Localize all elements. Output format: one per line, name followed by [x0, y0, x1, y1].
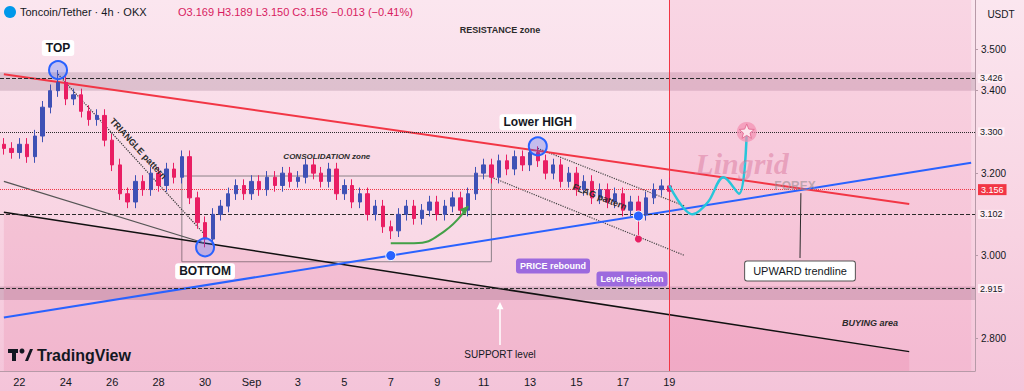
svg-text:FLAG pattern: FLAG pattern [571, 182, 628, 212]
svg-text:24: 24 [60, 376, 72, 388]
svg-text:TradingView: TradingView [37, 347, 132, 364]
svg-text:2.800: 2.800 [981, 333, 1006, 344]
svg-text:3.300: 3.300 [980, 127, 1003, 137]
svg-text:3.102: 3.102 [980, 209, 1003, 219]
svg-text:BUYING area: BUYING area [842, 318, 898, 328]
svg-text:3.400: 3.400 [981, 85, 1006, 96]
svg-text:3.000: 3.000 [981, 250, 1006, 261]
svg-text:7: 7 [388, 376, 394, 388]
svg-text:CONSOLIDATION zone: CONSOLIDATION zone [283, 152, 371, 161]
svg-text:5: 5 [341, 376, 347, 388]
svg-text:3.426: 3.426 [980, 73, 1003, 83]
svg-text:9: 9 [434, 376, 440, 388]
svg-text:PRICE rebound: PRICE rebound [520, 261, 586, 271]
svg-text:UPWARD trendline: UPWARD trendline [753, 265, 847, 277]
svg-text:Sep: Sep [242, 376, 262, 388]
svg-text:17: 17 [617, 376, 629, 388]
svg-text:3.200: 3.200 [981, 168, 1006, 179]
svg-text:RESISTANCE zone: RESISTANCE zone [460, 25, 540, 35]
svg-text:Toncoin/Tether · 4h · OKX: Toncoin/Tether · 4h · OKX [20, 6, 147, 18]
svg-text:SUPPORT level: SUPPORT level [464, 349, 535, 360]
svg-text:28: 28 [153, 376, 165, 388]
svg-text:11: 11 [478, 376, 489, 388]
svg-text:TOP: TOP [46, 41, 70, 55]
svg-text:TRIANGLE pattern: TRIANGLE pattern [108, 116, 169, 181]
svg-text:USDT: USDT [987, 9, 1014, 20]
svg-text:O3.169 H3.189 L3.150 C3.156 −0: O3.169 H3.189 L3.150 C3.156 −0.013 (−0.4… [178, 6, 413, 18]
svg-text:3: 3 [295, 376, 301, 388]
svg-text:3.156: 3.156 [981, 185, 1004, 195]
svg-text:3.500: 3.500 [981, 44, 1006, 55]
svg-text:Lingrid: Lingrid [694, 147, 789, 180]
svg-text:BOTTOM: BOTTOM [179, 264, 231, 278]
svg-text:22: 22 [13, 376, 25, 388]
svg-text:FOREX: FOREX [774, 179, 815, 193]
svg-text:30: 30 [199, 376, 211, 388]
svg-text:15: 15 [570, 376, 582, 388]
svg-text:26: 26 [106, 376, 118, 388]
svg-text:Level rejection: Level rejection [600, 274, 663, 284]
svg-text:2.915: 2.915 [980, 284, 1003, 294]
svg-text:13: 13 [524, 376, 536, 388]
svg-text:Lower HIGH: Lower HIGH [503, 115, 572, 129]
svg-text:19: 19 [663, 376, 675, 388]
